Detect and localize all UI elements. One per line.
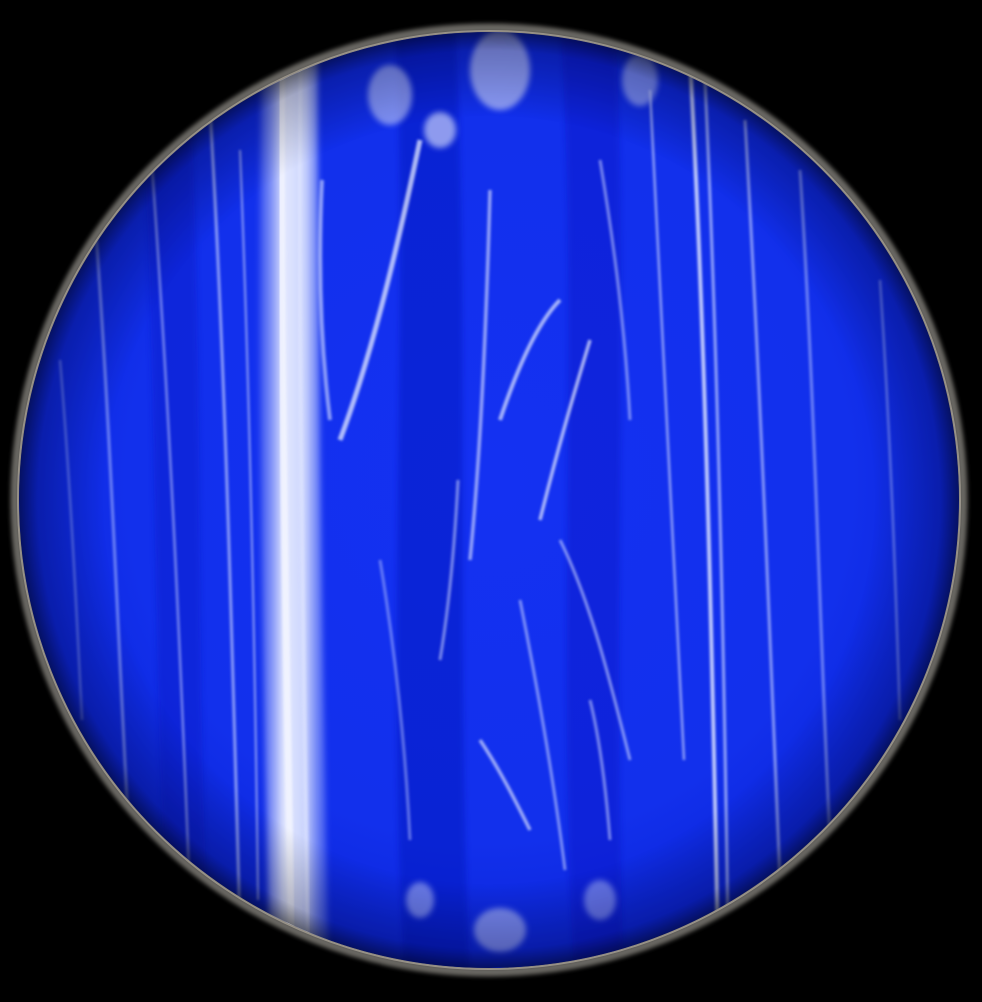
planet-surface <box>19 32 959 968</box>
planet-rim-highlight <box>17 30 961 970</box>
planet-rim <box>10 23 968 977</box>
